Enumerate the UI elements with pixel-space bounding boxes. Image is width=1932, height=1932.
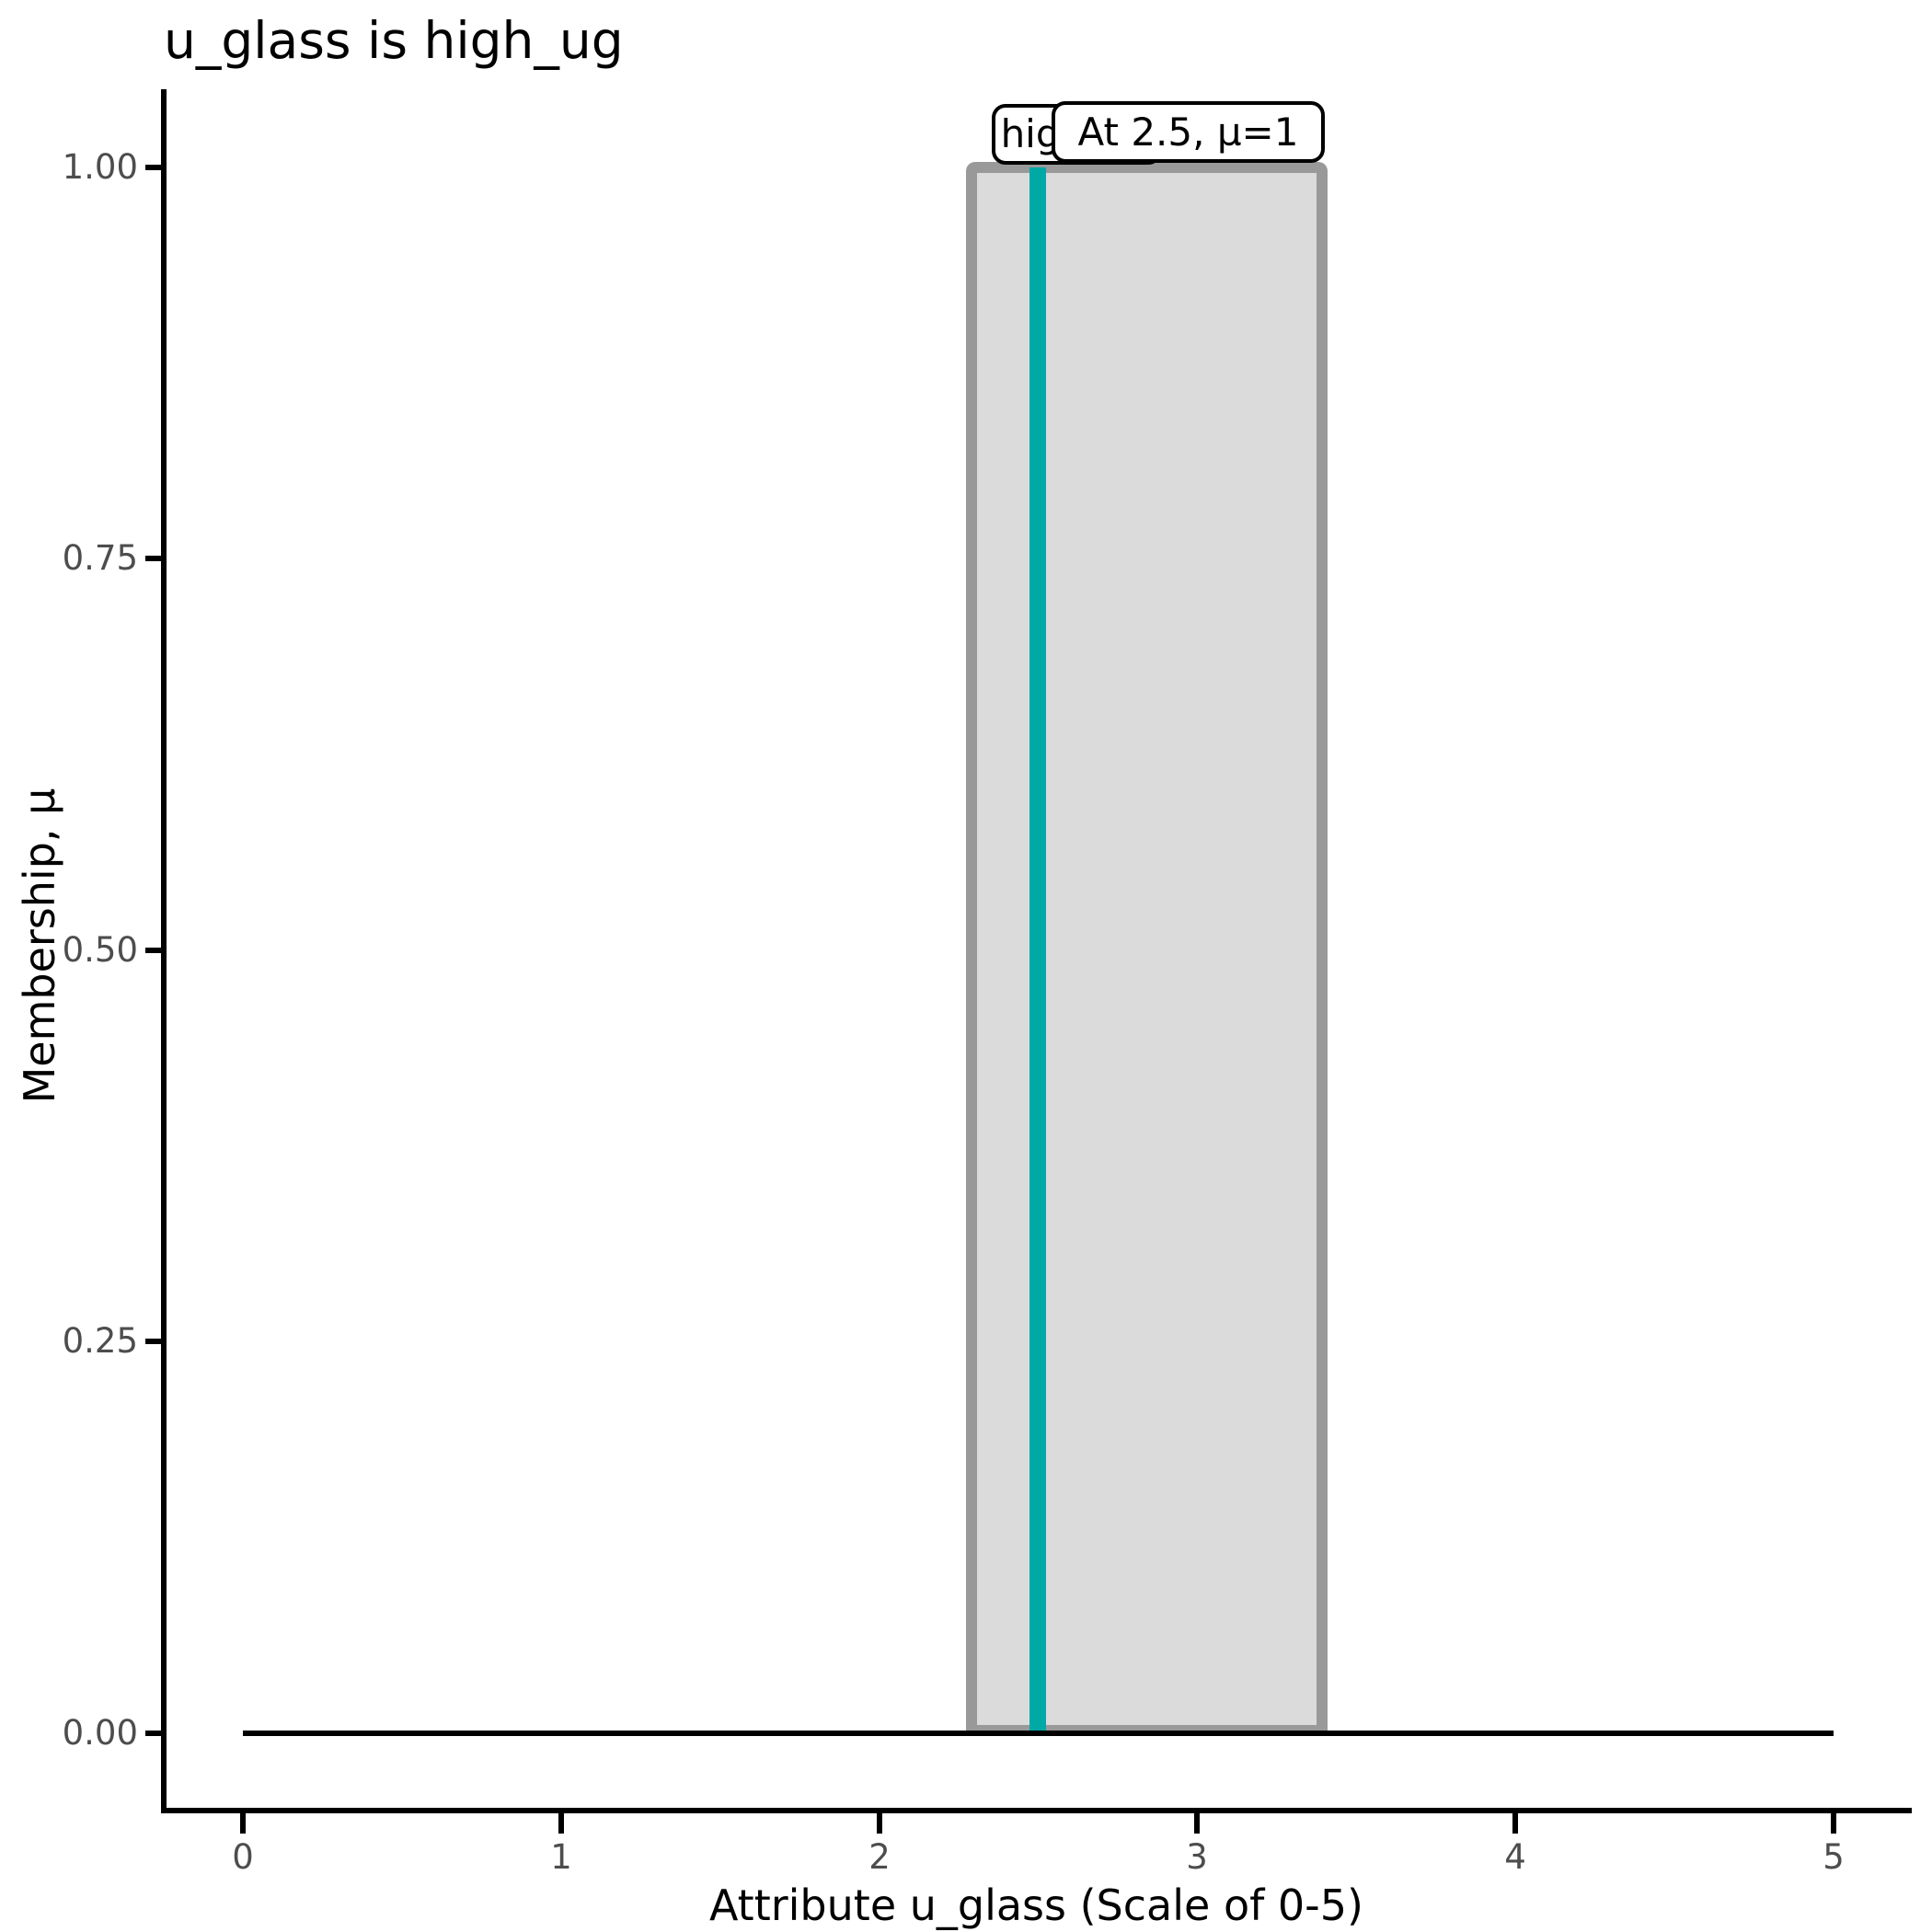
y-axis-spine (161, 89, 167, 1813)
x-tick-mark (558, 1813, 564, 1834)
x-tick-label: 1 (550, 1837, 572, 1877)
x-tick-mark (240, 1813, 246, 1834)
value-annotation-box: At 2.5, µ=1 (1052, 101, 1325, 163)
y-tick-mark (145, 948, 162, 953)
x-tick-label: 0 (232, 1837, 254, 1877)
y-tick-label: 0.75 (62, 538, 138, 578)
y-tick-mark (145, 165, 162, 170)
y-tick-mark (145, 1731, 162, 1736)
x-tick-label: 2 (868, 1837, 891, 1877)
x-tick-label: 4 (1504, 1837, 1526, 1877)
x-tick-mark (1831, 1813, 1836, 1834)
y-tick-label: 0.50 (62, 930, 138, 970)
zero-membership-line (243, 1731, 1834, 1736)
y-tick-mark (145, 1339, 162, 1344)
x-tick-label: 5 (1823, 1837, 1845, 1877)
x-tick-mark (877, 1813, 882, 1834)
x-tick-label: 3 (1186, 1837, 1208, 1877)
chart-title: u_glass is high_ug (164, 11, 624, 70)
membership-set-rect (966, 162, 1328, 1736)
x-axis-spine (161, 1808, 1912, 1813)
y-tick-label: 0.00 (62, 1713, 138, 1753)
x-axis-title: Attribute u_glass (Scale of 0-5) (709, 1880, 1363, 1930)
y-tick-label: 1.00 (62, 147, 138, 187)
y-tick-label: 0.25 (62, 1321, 138, 1361)
x-tick-mark (1194, 1813, 1200, 1834)
x-tick-mark (1512, 1813, 1518, 1834)
input-value-line (1029, 167, 1046, 1733)
y-axis-title: Membership, µ (15, 788, 64, 1104)
y-tick-mark (145, 556, 162, 561)
